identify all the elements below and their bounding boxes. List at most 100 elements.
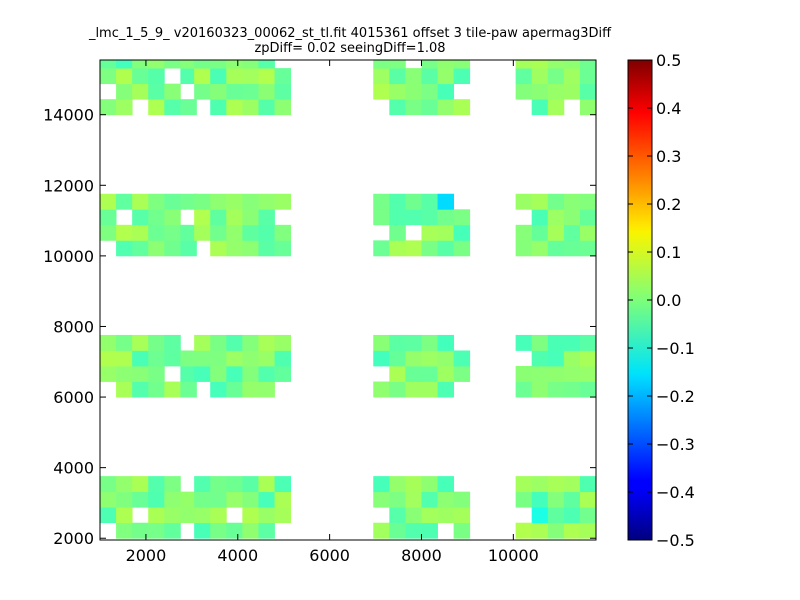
heatmap-cell (226, 522, 243, 539)
heatmap-cell (116, 381, 133, 398)
heatmap-cell (596, 350, 612, 366)
heatmap-cell (148, 68, 165, 85)
heatmap-cell (226, 193, 243, 210)
heatmap-cell (531, 507, 549, 524)
heatmap-cell (132, 366, 149, 382)
heatmap-cell (100, 99, 117, 116)
heatmap-cell (242, 60, 259, 69)
heatmap-cell (242, 491, 259, 508)
heatmap-cell (132, 491, 149, 508)
heatmap-cell (547, 209, 565, 226)
heatmap-cell (274, 491, 291, 508)
heatmap-cell (547, 60, 565, 69)
heatmap-cell (242, 240, 259, 257)
heatmap-cell (563, 350, 581, 367)
heatmap-cell (579, 83, 596, 100)
heatmap-cell (596, 492, 612, 508)
heatmap-cell (421, 193, 438, 210)
heatmap-cell (242, 193, 259, 210)
heatmap-cell (164, 350, 181, 367)
heatmap-cell (132, 193, 149, 210)
y-tick-label: 10000 (43, 247, 94, 266)
heatmap-cell (437, 507, 455, 524)
heatmap-cell (421, 68, 438, 85)
heatmap-cell (164, 209, 181, 226)
heatmap-cell (531, 350, 549, 367)
heatmap-cell (210, 193, 227, 210)
heatmap-cell (453, 68, 471, 85)
colorbar-tick-label: −0.5 (656, 531, 695, 550)
heatmap-cell (274, 68, 291, 85)
heatmap-cell (563, 209, 581, 226)
heatmap-cell (453, 522, 471, 539)
heatmap-cell (194, 193, 211, 210)
heatmap-cell (100, 209, 117, 226)
heatmap-cell (547, 366, 565, 382)
heatmap-cell (531, 366, 549, 382)
heatmap-cell (515, 522, 533, 539)
heatmap-cell (226, 99, 243, 116)
heatmap-cell (210, 83, 227, 100)
colorbar-tick-label: −0.4 (656, 483, 695, 502)
heatmap-cell (389, 381, 406, 398)
heatmap-cell (132, 334, 149, 351)
colorbar-tick-label: 0.1 (656, 243, 681, 262)
heatmap-cell (274, 334, 291, 351)
heatmap-cell (180, 350, 197, 367)
heatmap-cell (210, 507, 227, 524)
heatmap-cell (515, 68, 533, 85)
heatmap-cell (226, 381, 243, 398)
heatmap-cell (373, 334, 390, 351)
colorbar-tick-label: 0.2 (656, 195, 681, 214)
heatmap-cell (547, 99, 565, 116)
heatmap-cell (180, 507, 197, 524)
heatmap-cell (132, 60, 149, 69)
heatmap-cell (116, 334, 133, 351)
heatmap-cell (116, 99, 133, 116)
heatmap-cell (100, 366, 117, 382)
heatmap-cell (226, 60, 243, 69)
heatmap-cell (132, 209, 149, 226)
heatmap-cell (563, 224, 581, 241)
heatmap-cell (148, 491, 165, 508)
heatmap-cell (596, 240, 612, 256)
heatmap-cell (132, 83, 149, 100)
heatmap-cell (563, 193, 581, 210)
y-tick-label: 8000 (53, 317, 94, 336)
heatmap-cell (547, 334, 565, 351)
heatmap-cell (100, 507, 117, 524)
heatmap-cell (258, 350, 275, 367)
heatmap-cell (405, 68, 422, 85)
heatmap-cell (563, 381, 581, 398)
heatmap-cell (226, 334, 243, 351)
heatmap-cell (226, 350, 243, 367)
heatmap-cell (194, 522, 211, 539)
heatmap-cell (389, 507, 406, 524)
heatmap-cell (531, 193, 549, 210)
heatmap-cell (453, 60, 471, 69)
heatmap-area (100, 60, 612, 539)
heatmap-cell (100, 334, 117, 351)
heatmap-cell (148, 240, 165, 257)
heatmap-cell (210, 240, 227, 257)
heatmap-cell (596, 84, 612, 100)
x-axis: 2000 4000 6000 8000 10000 (126, 60, 539, 565)
heatmap-cell (437, 491, 455, 508)
heatmap-cell (531, 68, 549, 85)
heatmap-cell (164, 381, 181, 398)
heatmap-cell (194, 68, 211, 85)
colorbar-tick-label: −0.3 (656, 435, 695, 454)
heatmap-cell (515, 193, 533, 210)
heatmap-cell (547, 381, 565, 398)
heatmap-cell (116, 491, 133, 508)
heatmap-cell (389, 83, 406, 100)
heatmap-cell (116, 83, 133, 100)
heatmap-cell (421, 476, 438, 493)
y-tick-label: 4000 (53, 459, 94, 478)
heatmap-cell (226, 476, 243, 493)
heatmap-cell (274, 193, 291, 210)
heatmap-cell (515, 83, 533, 100)
heatmap-cell (148, 99, 165, 116)
heatmap-cell (373, 476, 390, 493)
heatmap-cell (180, 381, 197, 398)
